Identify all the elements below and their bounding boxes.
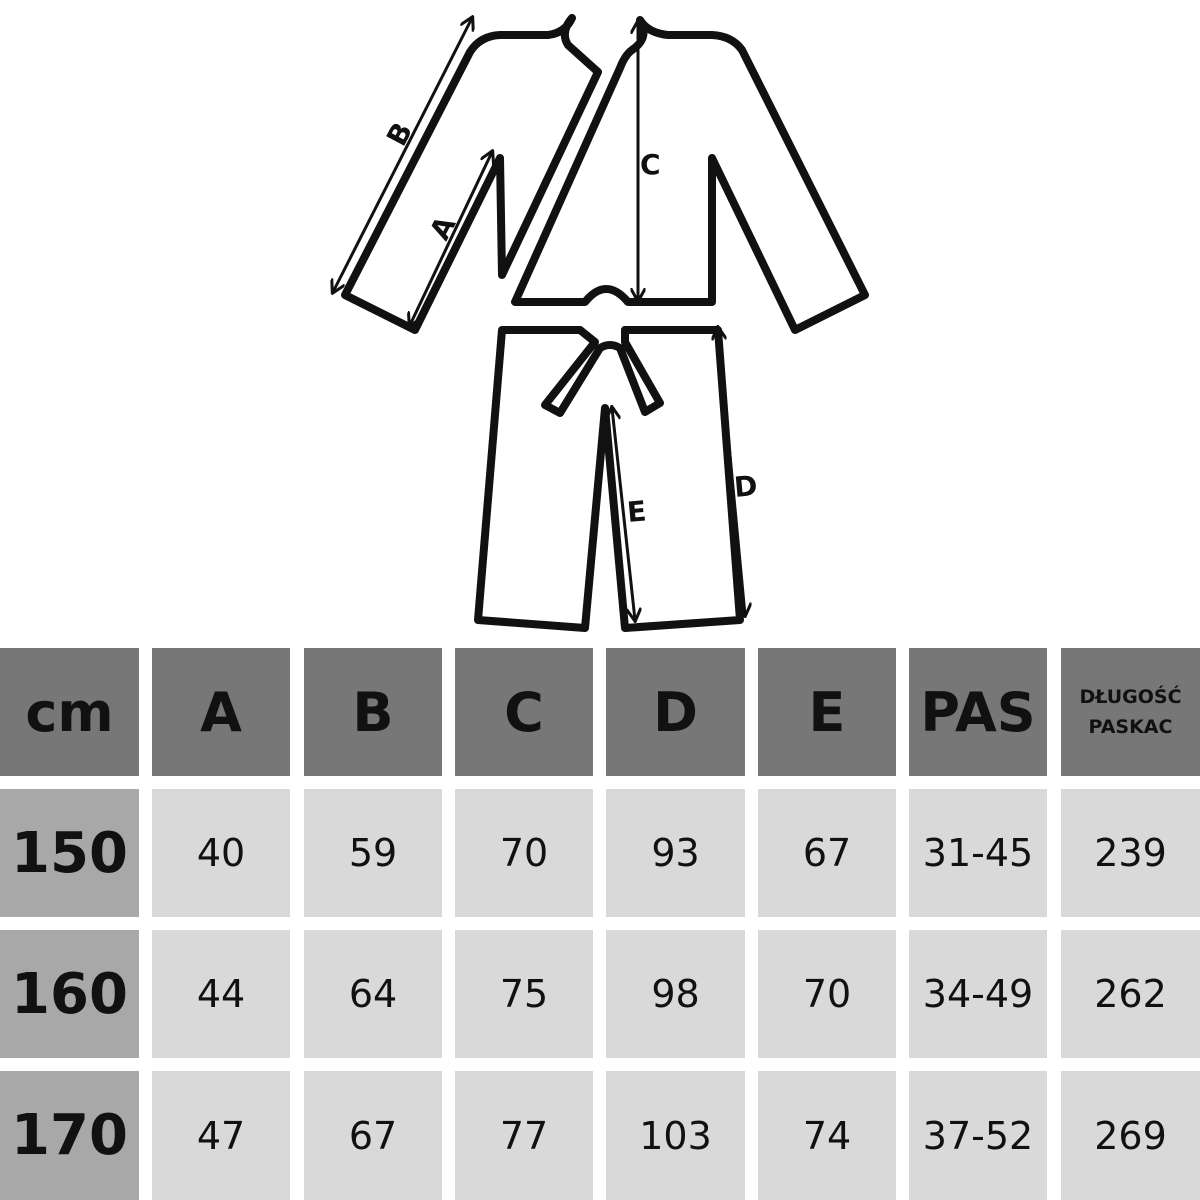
- header-cell-d: D: [606, 648, 745, 776]
- table-cell: 37-52: [909, 1071, 1047, 1200]
- label-b: B: [380, 117, 419, 151]
- header-cell-e: E: [758, 648, 896, 776]
- header-cell-b: B: [304, 648, 442, 776]
- header-cell-a: A: [152, 648, 290, 776]
- measure-arrow-e: [612, 408, 635, 620]
- header-cell-cm: cm: [0, 648, 139, 776]
- table-cell: 44: [152, 930, 290, 1058]
- row-size-label: 170: [0, 1071, 139, 1200]
- measure-arrow-a: [410, 152, 492, 325]
- row-size-label: 150: [0, 789, 139, 917]
- jacket-left-half: [341, 14, 602, 334]
- table-cell: 59: [304, 789, 442, 917]
- belt-knot: [541, 326, 664, 417]
- measure-arrow-d: [718, 328, 745, 615]
- pants: [474, 326, 744, 632]
- table-cell: 34-49: [909, 930, 1047, 1058]
- table-cell: 103: [606, 1071, 745, 1200]
- table-cell: 93: [606, 789, 745, 917]
- table-cell: 70: [758, 930, 896, 1058]
- label-c: C: [640, 148, 661, 181]
- table-cell: 239: [1061, 789, 1200, 917]
- table-cell: 64: [304, 930, 442, 1058]
- table-cell: 98: [606, 930, 745, 1058]
- table-cell: 40: [152, 789, 290, 917]
- jacket-right-half: [511, 16, 869, 334]
- header-line: PASKAC: [1088, 716, 1173, 738]
- header-cell-c: C: [455, 648, 593, 776]
- table-cell: 67: [304, 1071, 442, 1200]
- table-cell: 74: [758, 1071, 896, 1200]
- header-cell-dlugosc-paskac: DŁUGOŚĆ PASKAC: [1061, 648, 1200, 776]
- table-cell: 67: [758, 789, 896, 917]
- header-cell-pas: PAS: [909, 648, 1047, 776]
- label-d: D: [733, 469, 759, 504]
- table-cell: 77: [455, 1071, 593, 1200]
- header-line: DŁUGOŚĆ: [1079, 686, 1182, 708]
- row-size-label: 160: [0, 930, 139, 1058]
- table-cell: 31-45: [909, 789, 1047, 917]
- table-cell: 70: [455, 789, 593, 917]
- label-e: E: [626, 494, 648, 529]
- measure-arrow-b: [333, 18, 472, 292]
- table-cell: 269: [1061, 1071, 1200, 1200]
- table-cell: 75: [455, 930, 593, 1058]
- table-cell: 47: [152, 1071, 290, 1200]
- kimono-measurement-diagram: B A C E D: [0, 0, 869, 632]
- table-cell: 262: [1061, 930, 1200, 1058]
- header-label: DŁUGOŚĆ PASKAC: [1079, 682, 1181, 742]
